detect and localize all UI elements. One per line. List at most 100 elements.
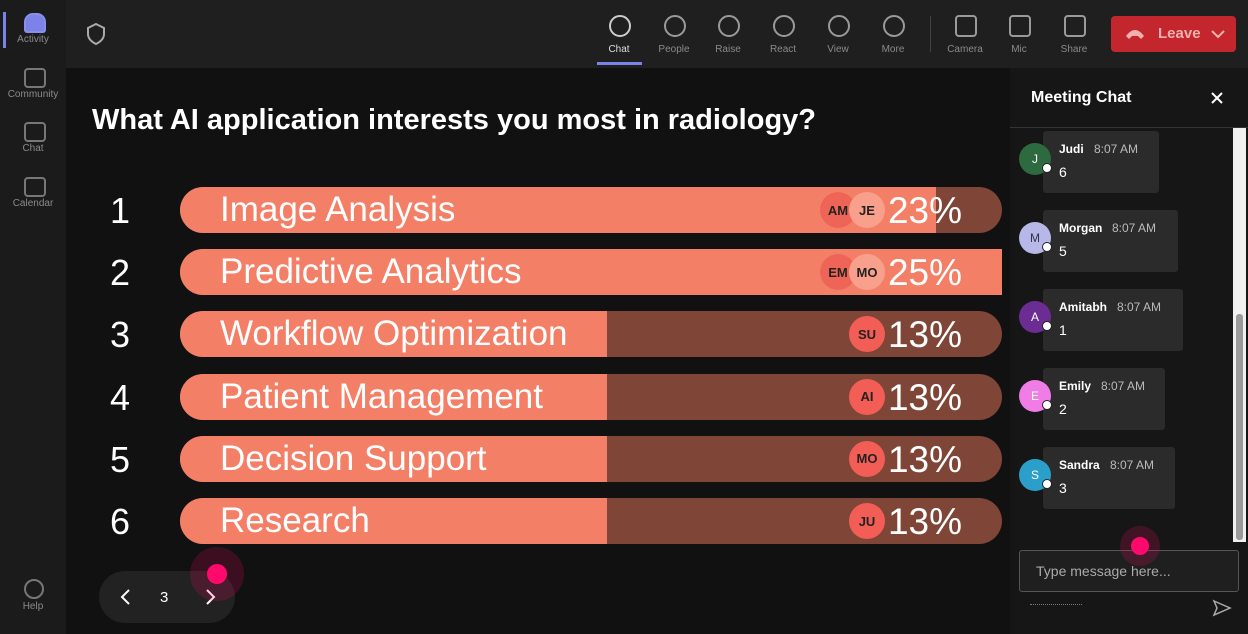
rail-label[interactable]: Community (7, 89, 59, 100)
rail-active (3, 12, 6, 48)
status-dot (1042, 400, 1052, 410)
rail-icon[interactable] (24, 68, 46, 88)
option-rank: 5 (109, 438, 131, 480)
option-rank: 6 (109, 501, 131, 542)
top-bar (66, 0, 1248, 68)
option-percent: 25% (887, 252, 962, 294)
dropdown-icon[interactable] (1208, 26, 1228, 42)
toolbar-label[interactable]: People (658, 44, 690, 55)
active-tab-indicator (597, 62, 642, 65)
toolbar-icon[interactable] (883, 15, 905, 37)
toolbar-label[interactable]: Share (1060, 44, 1088, 55)
option-rank: 3 (109, 314, 131, 356)
rail-label[interactable]: Help (22, 601, 44, 612)
message-bubble (1043, 289, 1183, 351)
option-rank: 4 (109, 376, 131, 418)
rail-label[interactable]: Chat (22, 143, 44, 154)
sender-name: Morgan (1059, 221, 1103, 235)
toolbar-icon[interactable] (828, 15, 850, 37)
send-button[interactable] (1212, 599, 1232, 617)
page-number: 3 (160, 589, 169, 606)
rail-icon[interactable] (24, 579, 44, 599)
rail-label[interactable]: Calendar (12, 198, 54, 209)
phone-icon (1126, 30, 1144, 39)
option-label: Decision Support (220, 438, 487, 478)
format-tools[interactable] (1030, 604, 1082, 613)
option-fill (180, 435, 608, 482)
sender-name: Judi (1059, 142, 1084, 156)
message-time: 8:07 AM (1101, 379, 1146, 393)
toolbar-icon[interactable] (1009, 15, 1031, 37)
option-percent: 23% (887, 190, 962, 231)
rail-icon[interactable] (24, 177, 46, 197)
prev-button[interactable] (116, 587, 136, 607)
option-label: Workflow Optimization (220, 314, 568, 354)
option-label: Patient Management (220, 376, 543, 416)
status-dot (1042, 163, 1052, 173)
voter-avatar: JU (849, 503, 885, 539)
option-label: Research (220, 501, 370, 540)
toolbar-label[interactable]: React (769, 44, 797, 55)
message-time: 8:07 AM (1112, 221, 1157, 235)
status-dot (1042, 321, 1052, 331)
message-bubble (1043, 131, 1159, 193)
sender-name: Amitabh (1059, 300, 1107, 314)
option-rank: 1 (109, 190, 131, 231)
voter-avatar: JE (849, 192, 885, 228)
status-dot (1042, 242, 1052, 252)
message-time: 8:07 AM (1117, 300, 1162, 314)
message-time: 8:07 AM (1094, 142, 1139, 156)
toolbar-icon[interactable] (664, 15, 686, 37)
toolbar-icon[interactable] (609, 15, 631, 37)
rail-label[interactable]: Activity (17, 34, 49, 45)
option-fill (180, 498, 608, 544)
close-button[interactable] (1209, 90, 1225, 106)
toolbar-icon[interactable] (955, 15, 977, 37)
option-fill (180, 311, 608, 358)
toolbar-label[interactable]: Camera (947, 44, 983, 55)
toolbar-label[interactable]: More (881, 44, 905, 55)
sender-name: Emily (1059, 379, 1092, 393)
option-fill (180, 373, 608, 420)
toolbar-label[interactable]: Chat (608, 44, 630, 55)
option-percent: 13% (887, 438, 962, 480)
option-label: Image Analysis (220, 190, 456, 229)
message-text: 3 (1059, 480, 1067, 496)
voter-avatar: MO (849, 254, 885, 291)
toolbar-label[interactable]: View (827, 44, 849, 55)
message-text: 2 (1059, 401, 1067, 417)
message-bubble (1043, 368, 1165, 430)
option-percent: 13% (887, 501, 962, 542)
toolbar-icon[interactable] (1064, 15, 1086, 37)
poll-question: What AI application interests you most i… (92, 104, 816, 136)
message-text: 6 (1059, 164, 1067, 180)
sender-name: Sandra (1059, 458, 1100, 472)
message-bubble (1043, 210, 1178, 272)
rail-icon[interactable] (24, 122, 46, 142)
voter-avatar: MO (849, 440, 885, 477)
cursor-dot (207, 564, 227, 584)
leave-label[interactable]: Leave (1158, 25, 1201, 42)
status-dot (1042, 479, 1052, 489)
next-button[interactable] (200, 587, 220, 607)
option-rank: 2 (109, 252, 131, 294)
voter-avatar: EM (820, 254, 856, 291)
voter-avatar: SU (849, 316, 885, 353)
message-text: 1 (1059, 322, 1067, 338)
message-input[interactable] (1019, 550, 1239, 592)
chat-title: Meeting Chat (1031, 89, 1132, 106)
toolbar-label[interactable]: Raise (715, 44, 741, 55)
message-bubble (1043, 447, 1175, 509)
message-time: 8:07 AM (1110, 458, 1155, 472)
input-placeholder[interactable]: Type message here... (1036, 563, 1171, 579)
scroll-thumb[interactable] (1236, 314, 1243, 540)
rail-icon[interactable] (24, 13, 46, 33)
cursor-dot (1131, 537, 1149, 555)
option-fill (180, 187, 937, 233)
toolbar-icon[interactable] (773, 15, 795, 37)
toolbar-label[interactable]: Mic (1011, 44, 1027, 55)
toolbar-icon[interactable] (718, 15, 740, 37)
message-text: 5 (1059, 243, 1067, 259)
shield-icon (87, 22, 105, 46)
